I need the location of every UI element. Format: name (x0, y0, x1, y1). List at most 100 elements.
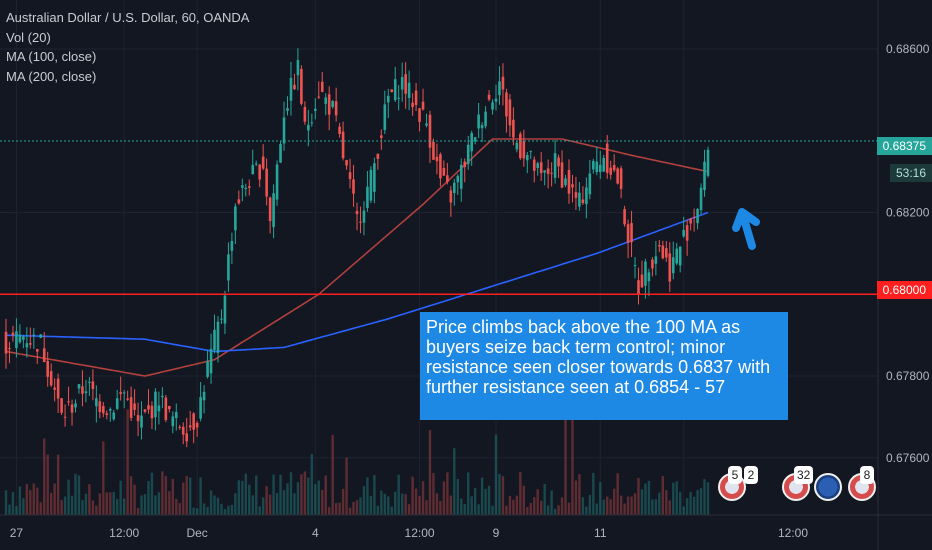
y-tick-label: 0.67600 (886, 451, 930, 465)
volume-bar (39, 502, 42, 515)
volume-bar (338, 502, 341, 515)
candle-body (675, 248, 679, 264)
volume-bar (286, 483, 289, 515)
volume-bar (300, 474, 303, 515)
candle-body (463, 161, 467, 168)
candle-body (411, 102, 414, 108)
candle-body (588, 173, 592, 195)
candle-body (244, 187, 248, 190)
candle-body (185, 433, 189, 442)
candle-body (91, 381, 95, 389)
volume-bar (602, 499, 605, 515)
candle-body (320, 81, 324, 92)
volume-bar (428, 430, 432, 515)
volume-bar (102, 441, 105, 515)
candle-body (147, 405, 150, 410)
volume-bar (606, 496, 609, 515)
event-flag-au[interactable] (814, 473, 842, 501)
candle-body (439, 154, 442, 179)
volume-bar (112, 491, 115, 515)
volume-bar (619, 495, 623, 515)
candles (4, 48, 710, 448)
candle-body (49, 371, 53, 386)
candle-body (678, 246, 682, 266)
volume-bar (143, 494, 147, 515)
y-axis: 0.68600 0.68200 0.67800 0.67600 (877, 0, 930, 550)
candle-body (612, 164, 616, 171)
volume-bar (84, 493, 88, 515)
volume-bar (498, 473, 501, 515)
candle-body (300, 68, 303, 104)
volume-bar (640, 489, 644, 515)
volume-bar (95, 505, 98, 515)
up-arrow-annotation (732, 208, 760, 250)
candle-body (25, 343, 29, 348)
volume-bar (696, 490, 699, 515)
event-badge-2[interactable]: 2 (744, 466, 758, 484)
volume-bar (268, 494, 272, 515)
candle-body (393, 79, 397, 101)
x-tick-label: 12:00 (109, 526, 139, 540)
volume-bar (407, 504, 411, 515)
annotation-callout[interactable]: Price climbs back above the 100 MA as bu… (420, 312, 788, 420)
candle-body (81, 386, 84, 394)
candle-body (362, 210, 366, 223)
candle-body (536, 163, 540, 168)
event-badge-3[interactable]: 32 (794, 466, 814, 484)
x-tick-label: 12:00 (405, 526, 435, 540)
volume-bar (366, 477, 369, 515)
candle-body (640, 274, 644, 288)
volume-bar (446, 472, 449, 515)
event-badge-4[interactable]: 8 (860, 466, 874, 484)
candle-body (84, 391, 88, 394)
volume-bar (324, 475, 327, 515)
candle-body (174, 411, 178, 419)
candle-body (303, 106, 307, 122)
candle-body (352, 179, 355, 194)
candle-body (425, 123, 428, 126)
candle-body (268, 197, 272, 222)
volume-bar (348, 507, 352, 515)
candle-body (338, 126, 341, 134)
volume-bar (442, 481, 446, 515)
candle-body (261, 156, 265, 169)
volume-bar (74, 473, 77, 515)
candle-body (529, 150, 533, 152)
legend-volume: Vol (20) (6, 29, 51, 45)
volume-bar (307, 477, 310, 515)
volume-bar (88, 484, 91, 515)
candle-body (35, 349, 39, 352)
candle-body (539, 162, 543, 174)
candle-body (633, 264, 637, 266)
volume-bar (237, 480, 241, 515)
candle-body (171, 416, 175, 427)
volume-bar (11, 492, 15, 515)
candle-body (421, 101, 425, 110)
candle-body (543, 170, 546, 173)
candle-body (484, 111, 487, 127)
volume-bar (296, 482, 300, 515)
volume-bar (439, 501, 442, 515)
volume-bar (310, 453, 314, 515)
candle-body (366, 186, 369, 208)
volume-bar (248, 484, 251, 515)
volume-bar (699, 488, 703, 515)
event-badge-1[interactable]: 5 (728, 466, 742, 484)
candle-body (546, 168, 550, 174)
candle-body (414, 90, 418, 106)
volume-bar (182, 482, 185, 515)
candle-body (386, 95, 390, 103)
candle-body (282, 117, 286, 144)
volume-bar (512, 499, 515, 515)
candle-body (241, 185, 244, 188)
volume-bar (651, 499, 654, 515)
volume-bar (665, 490, 668, 515)
volume-bar (116, 498, 119, 515)
volume-bar (380, 490, 383, 515)
volume-bar (275, 492, 279, 515)
candle-body (373, 163, 376, 192)
volume-bar (168, 491, 171, 515)
volume-bar (188, 477, 192, 515)
volume-bar (4, 490, 8, 515)
